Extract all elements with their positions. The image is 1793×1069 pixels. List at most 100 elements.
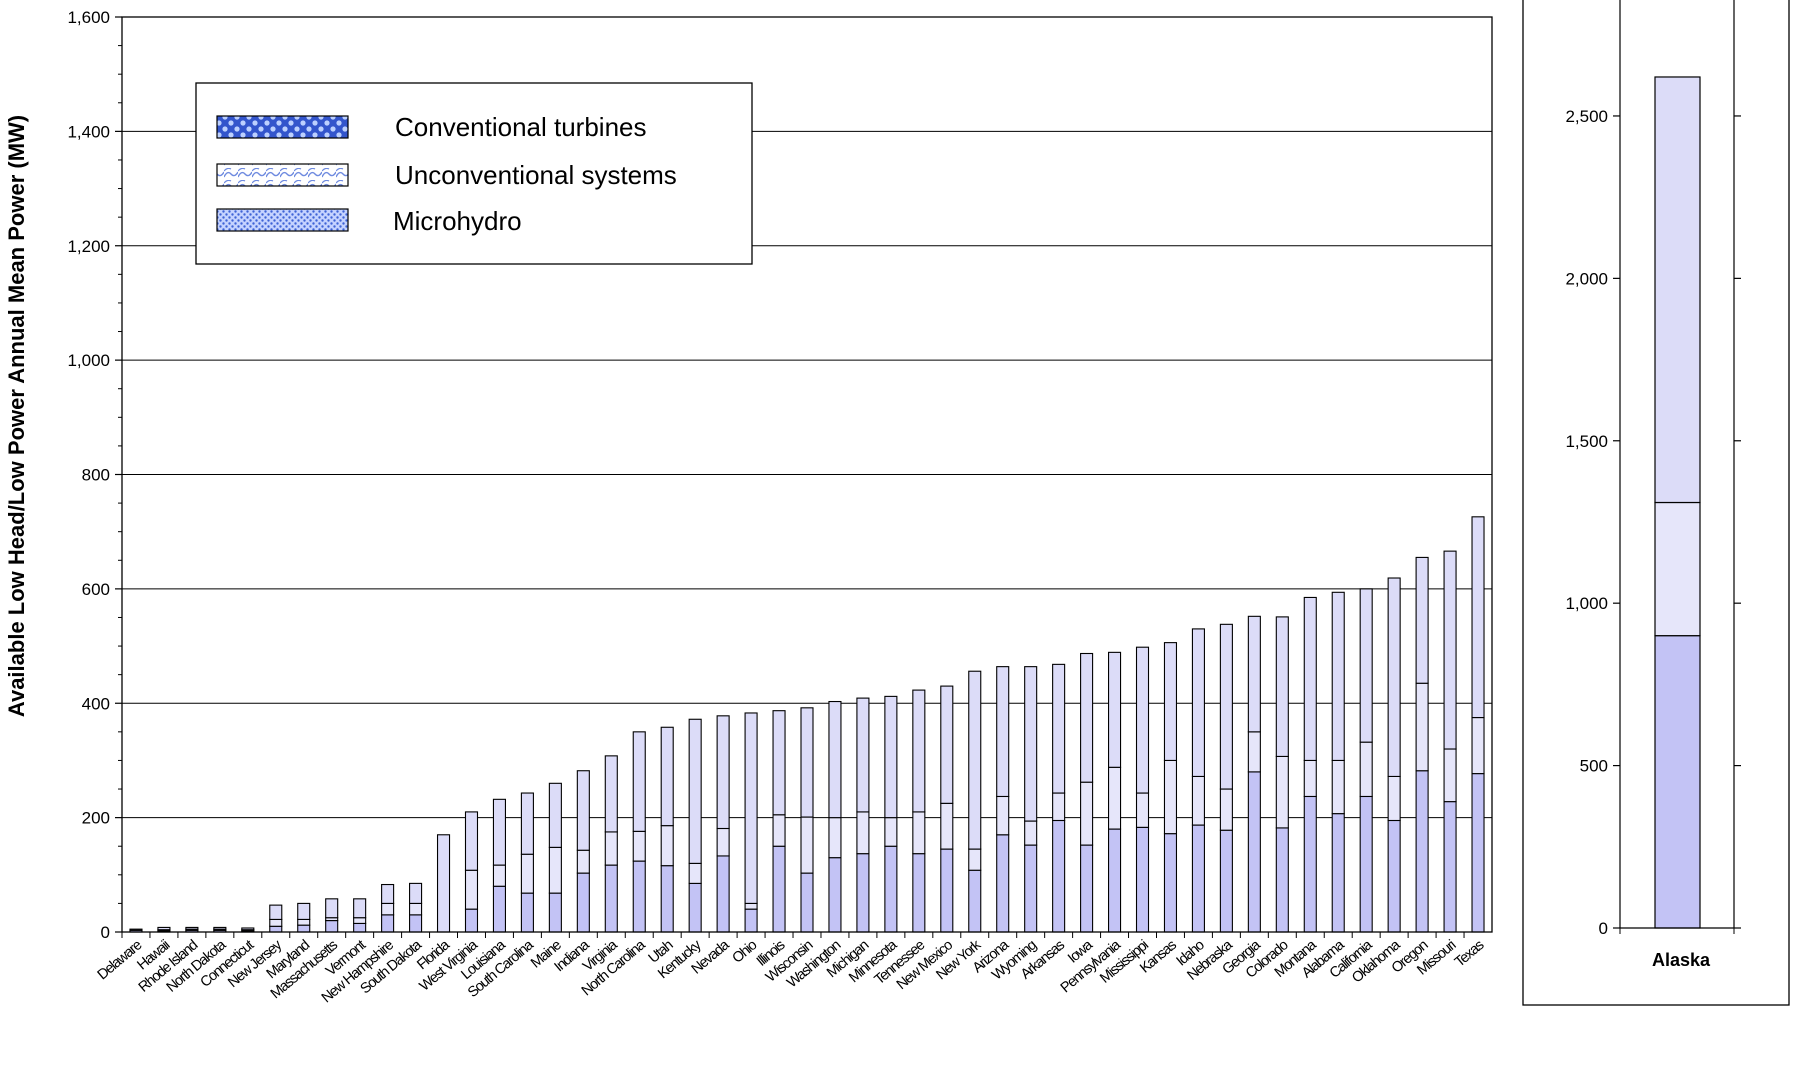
bar-segment-microhydro [1135, 646, 1150, 794]
bar-segment-unconventional [1108, 766, 1122, 830]
inset-y-tick-label: 1,000 [1565, 594, 1608, 613]
bar-segment-unconventional [1052, 792, 1066, 822]
bar-segment-conventional [1471, 773, 1485, 933]
bar-segment-conventional [1163, 833, 1178, 933]
bar-segment-unconventional [996, 795, 1010, 836]
bar-segment-conventional [1247, 771, 1261, 933]
bar-segment-microhydro [157, 926, 171, 931]
bar-segment-conventional [1359, 795, 1373, 933]
bar-segment-microhydro [772, 710, 786, 816]
bar-segment-conventional [968, 869, 982, 933]
bar-segment-unconventional [828, 817, 842, 859]
bar-segment-conventional [1052, 819, 1066, 933]
bar-segment-microhydro [744, 712, 758, 904]
bar-segment-conventional [940, 848, 954, 933]
bar-segment-microhydro [548, 782, 562, 848]
legend-swatch-conventional [216, 115, 349, 139]
bar-segment-conventional [409, 914, 423, 933]
y-tick-label: 400 [82, 694, 110, 713]
bar-segment-unconventional [660, 825, 674, 867]
bar-segment-conventional [996, 834, 1010, 933]
bar-segment-unconventional [1359, 741, 1373, 798]
bar-segment-conventional [660, 865, 674, 933]
inset-y-tick-label: 2,000 [1565, 269, 1608, 288]
bar-segment-unconventional [772, 814, 786, 847]
bar-segment-microhydro [520, 792, 534, 855]
bar-segment-microhydro [688, 718, 702, 864]
y-tick-label: 1,000 [67, 351, 110, 370]
bar-segment-microhydro [884, 695, 898, 819]
bar-segment-microhydro [716, 715, 730, 830]
bar-segment-microhydro [660, 726, 674, 827]
bar-segment-unconventional [576, 849, 590, 874]
bar-segment-unconventional [1024, 820, 1038, 846]
bar-segment-microhydro [1387, 577, 1401, 778]
bar-segment-microhydro [940, 685, 954, 804]
bar-segment-unconventional [744, 902, 758, 910]
bar-segment-microhydro [409, 882, 423, 904]
bar-segment-conventional [297, 924, 311, 933]
inset-y-tick-label: 1,500 [1565, 432, 1608, 451]
bar-segment-unconventional [604, 831, 618, 866]
bar-segment-unconventional [520, 853, 534, 894]
bar-segment-unconventional [912, 811, 926, 855]
bar-segment-unconventional [1387, 775, 1401, 822]
bar-segment-conventional [688, 882, 702, 933]
bar-segment-unconventional [1080, 781, 1094, 846]
bar-segment-conventional [1331, 813, 1345, 933]
bar-segment-conventional [744, 908, 758, 933]
bar-segment-conventional [1024, 844, 1038, 933]
bar-segment-conventional [1080, 844, 1094, 933]
bar-segment-conventional [716, 855, 730, 933]
bar-segment-unconventional [492, 864, 506, 887]
bar-segment-conventional [325, 920, 339, 933]
bar-segment-microhydro [492, 798, 506, 866]
x-category-label: Texas [1452, 937, 1487, 970]
legend-swatch-unconventional [216, 163, 349, 187]
bar-segment-microhydro [1359, 588, 1373, 743]
bar-segment-unconventional [1443, 748, 1457, 803]
bar-segment-unconventional [353, 917, 367, 924]
bar-segment-unconventional [716, 827, 730, 857]
bar-segment-unconventional [1331, 759, 1345, 815]
bar-segment-unconventional [1303, 759, 1317, 798]
y-tick-label: 800 [82, 466, 110, 485]
bar-segment-microhydro [353, 898, 367, 919]
bar-segment-unconventional [632, 830, 646, 862]
legend-swatch-microhydro [216, 208, 349, 232]
bar-segment-conventional [1415, 770, 1429, 933]
legend: Conventional turbines Unconventional sys… [195, 82, 753, 265]
y-tick-label: 1,400 [67, 122, 110, 141]
inset-y-tick-label: 0 [1599, 919, 1608, 938]
bar-segment-microhydro [436, 834, 451, 933]
bar-segment-unconventional [297, 918, 311, 926]
inset-bar-segment-unconventional [1654, 501, 1701, 637]
inset-axes: 0 500 1,000 1,500 2,000 2,500 [1565, 0, 1741, 938]
bar-segment-microhydro [325, 898, 339, 919]
bar-segment-unconventional [381, 902, 395, 916]
bar-segment-microhydro [1247, 615, 1261, 733]
bar-segment-unconventional [1471, 716, 1485, 775]
bar-segment-microhydro [297, 902, 311, 920]
bar-segment-unconventional [968, 848, 982, 871]
bar-segment-microhydro [269, 904, 283, 920]
bar-segment-microhydro [1303, 596, 1317, 761]
bar-segment-microhydro [1024, 666, 1038, 822]
bar-segment-microhydro [856, 697, 870, 813]
y-tick-label: 1,200 [67, 237, 110, 256]
bar-segment-conventional [464, 908, 479, 933]
main-chart: 0 200 400 600 800 1,000 1,200 1,400 1,600 Delawa… [4, 8, 1493, 1006]
bar-segment-conventional [772, 845, 786, 933]
bar-segment-conventional [828, 857, 842, 933]
bar-segment-unconventional [800, 816, 814, 874]
main-bars [129, 516, 1485, 933]
bar-segment-microhydro [632, 731, 646, 832]
bar-segment-microhydro [912, 689, 926, 813]
bar-segment-microhydro [968, 670, 982, 850]
bar-segment-microhydro [604, 755, 618, 833]
inset-bar-segment-microhydro [1654, 76, 1701, 504]
bar-segment-unconventional [1275, 755, 1289, 829]
bar-segment-conventional [1135, 826, 1150, 933]
bar-segment-conventional [1219, 829, 1233, 933]
